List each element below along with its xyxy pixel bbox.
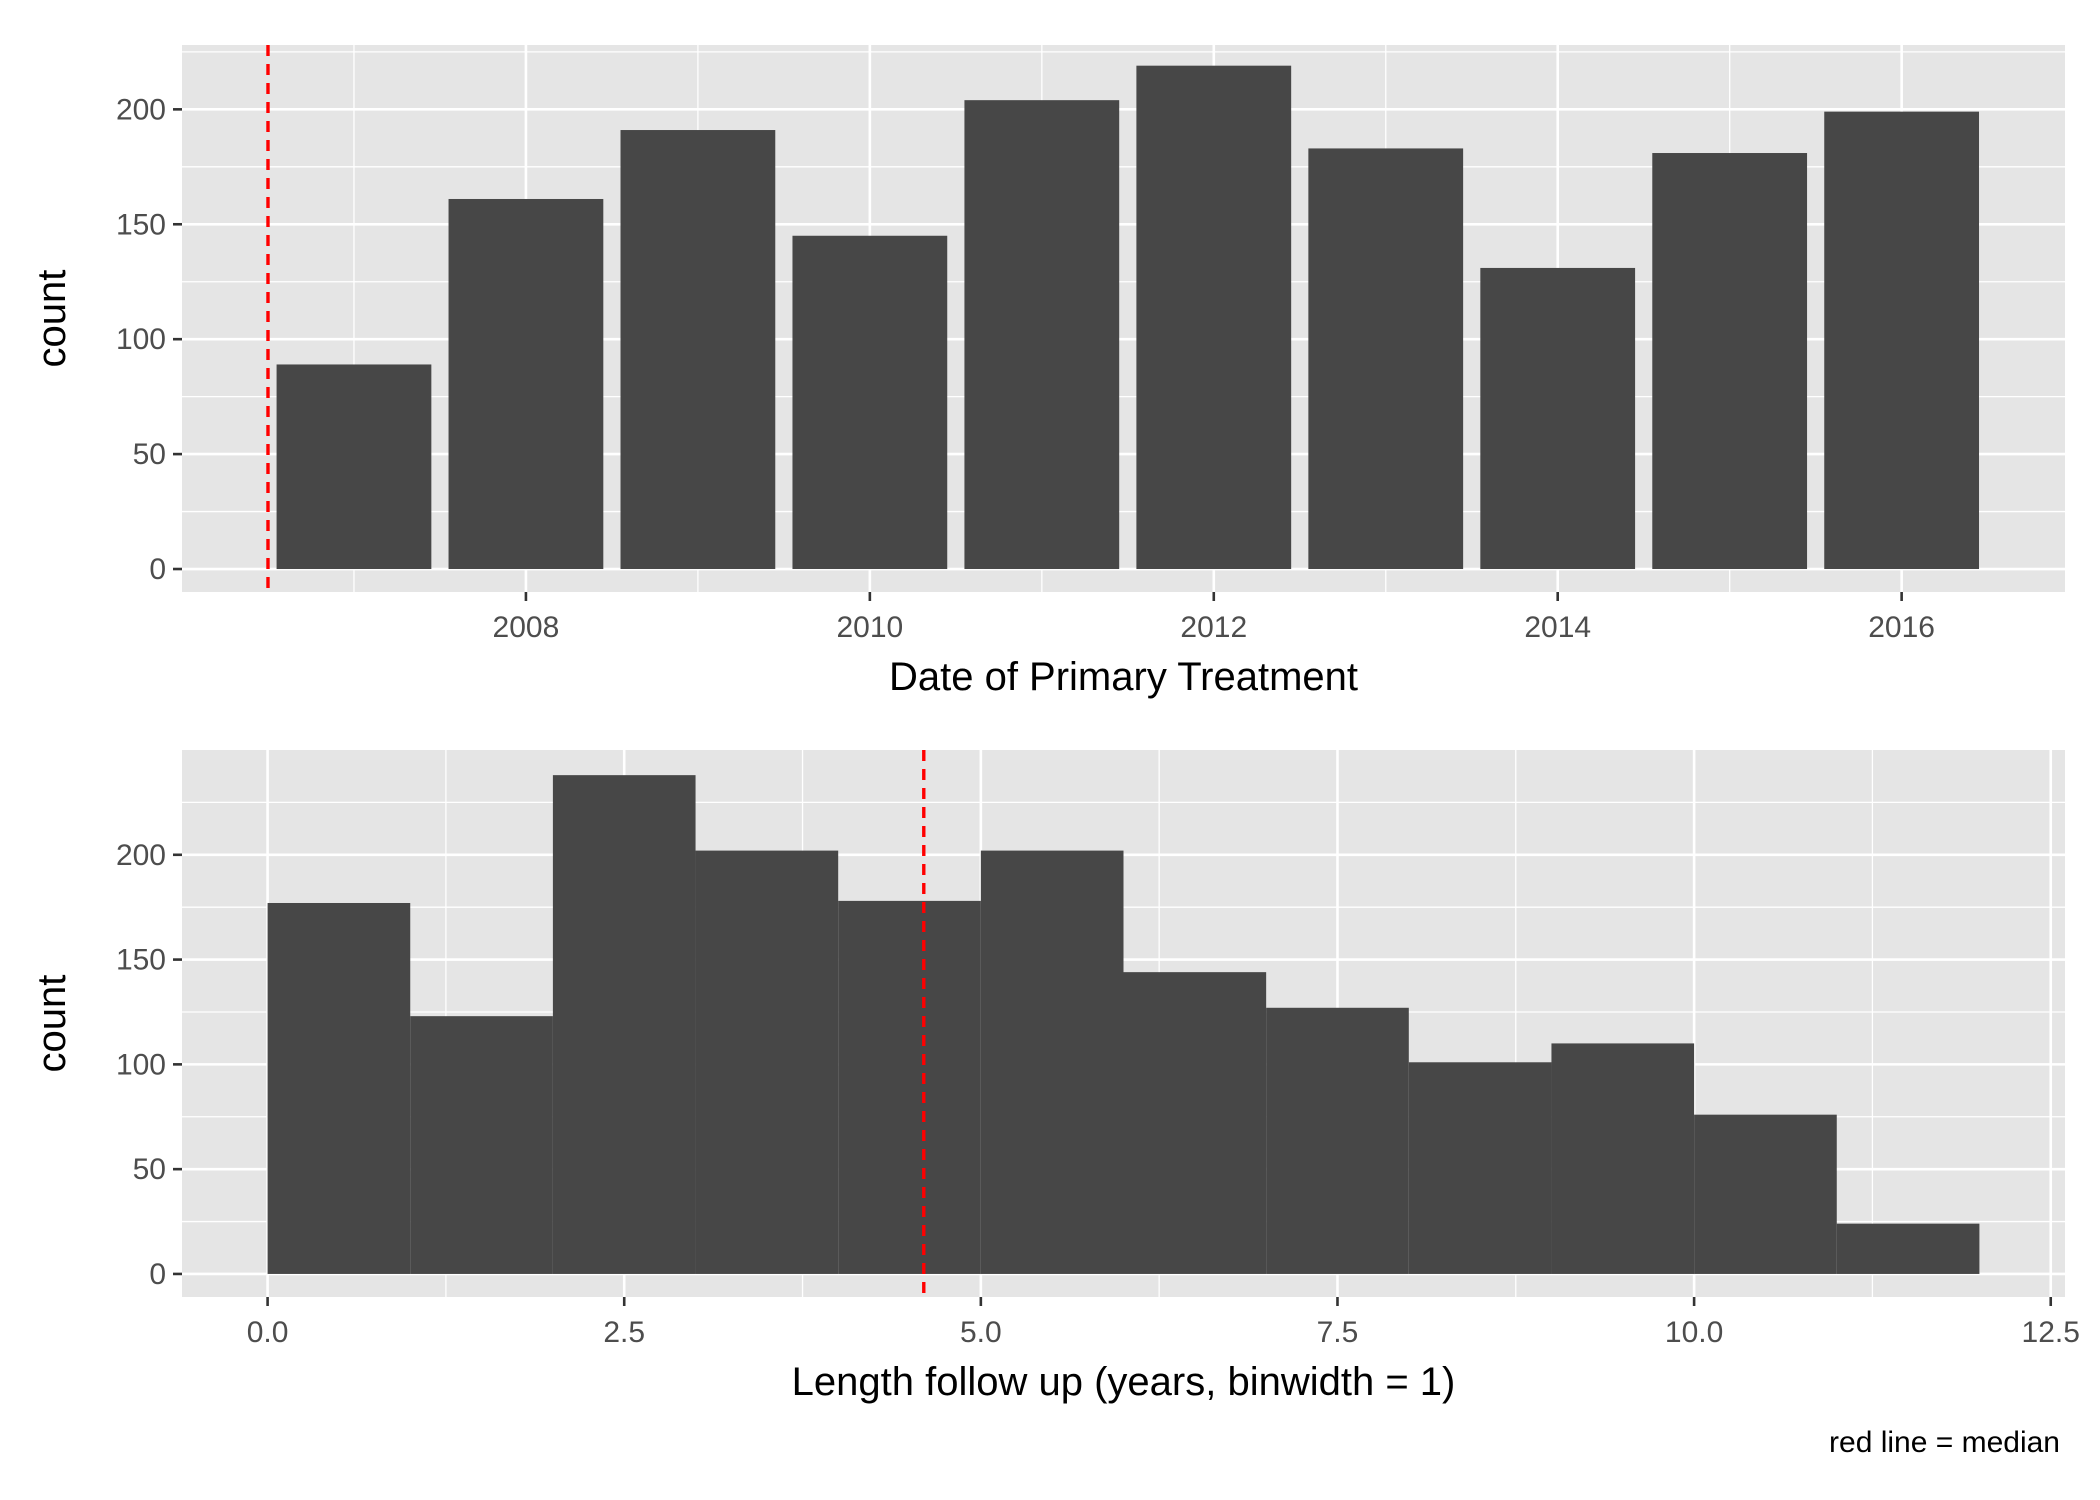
bar bbox=[1308, 148, 1464, 570]
histogram-bar bbox=[1408, 1062, 1552, 1274]
x-tick-label: 2014 bbox=[1524, 611, 1591, 644]
x-tick-label: 0.0 bbox=[247, 1316, 289, 1349]
caption: red line = median bbox=[1829, 1426, 2060, 1459]
bar bbox=[448, 198, 604, 570]
y-tick-label: 50 bbox=[133, 438, 166, 471]
histogram-bar bbox=[1266, 1007, 1409, 1274]
top-chart-panel: 0 50 100 150 200 2008 2010 2012 2014 2016 Date of … bbox=[30, 45, 2065, 699]
histogram-bar bbox=[1694, 1114, 1837, 1274]
x-tick-label: 7.5 bbox=[1317, 1316, 1359, 1349]
x-tick-label: 2012 bbox=[1180, 611, 1247, 644]
x-axis-title: Date of Primary Treatment bbox=[889, 655, 1358, 699]
y-tick-label: 200 bbox=[116, 93, 166, 126]
y-tick-label: 100 bbox=[116, 323, 166, 356]
bar bbox=[620, 130, 776, 570]
histogram-bar bbox=[1551, 1043, 1695, 1274]
bar bbox=[1652, 153, 1808, 570]
histogram-bar bbox=[1836, 1223, 1980, 1274]
y-tick-label: 100 bbox=[116, 1048, 166, 1081]
y-tick-label: 50 bbox=[133, 1153, 166, 1186]
histogram-bar bbox=[552, 775, 696, 1274]
y-axis-title: count bbox=[30, 270, 74, 368]
x-tick-label: 12.5 bbox=[2022, 1316, 2080, 1349]
y-axis-title: count bbox=[30, 975, 74, 1073]
bar bbox=[1136, 65, 1292, 570]
histogram-bar bbox=[838, 900, 981, 1274]
bar bbox=[276, 364, 432, 570]
x-tick-label: 2010 bbox=[836, 611, 903, 644]
y-tick-label: 200 bbox=[116, 839, 166, 872]
y-tick-label: 150 bbox=[116, 208, 166, 241]
bar bbox=[1824, 111, 1980, 570]
bar bbox=[964, 100, 1120, 570]
y-tick-label: 0 bbox=[149, 1258, 166, 1291]
bar bbox=[1480, 267, 1636, 570]
histogram-bar bbox=[410, 1016, 553, 1274]
y-tick-label: 150 bbox=[116, 944, 166, 977]
x-tick-label: 2008 bbox=[493, 611, 560, 644]
x-tick-label: 10.0 bbox=[1665, 1316, 1723, 1349]
histogram-bar bbox=[980, 850, 1124, 1274]
x-tick-label: 2016 bbox=[1868, 611, 1935, 644]
x-tick-label: 5.0 bbox=[960, 1316, 1002, 1349]
bottom-chart-panel: 0 50 100 150 200 0.0 2.5 5.0 7.5 10.0 12.5 Length f… bbox=[30, 750, 2080, 1404]
y-tick-label: 0 bbox=[149, 553, 166, 586]
x-tick-label: 2.5 bbox=[603, 1316, 645, 1349]
bar bbox=[792, 235, 948, 570]
histogram-bar bbox=[267, 902, 411, 1274]
x-axis-title: Length follow up (years, binwidth = 1) bbox=[792, 1360, 1456, 1404]
histogram-bar bbox=[695, 850, 839, 1274]
histogram-bar bbox=[1123, 972, 1267, 1274]
